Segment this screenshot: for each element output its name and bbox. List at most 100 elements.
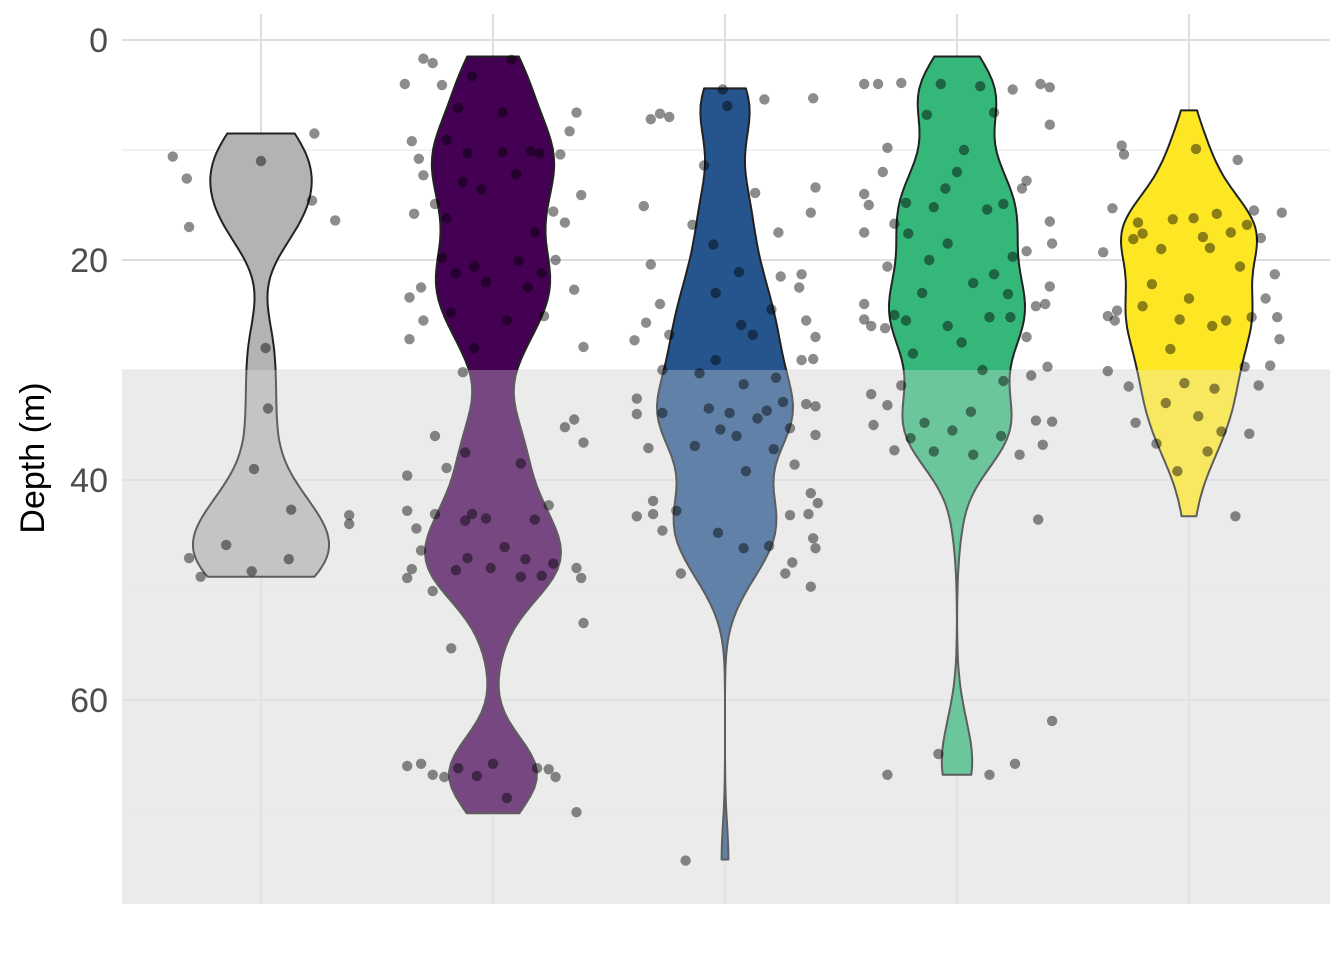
data-point (968, 277, 979, 289)
data-point (427, 57, 438, 69)
data-point (1234, 261, 1246, 272)
data-point (708, 239, 719, 250)
data-point (951, 166, 963, 178)
data-point (506, 54, 517, 65)
data-point (812, 497, 823, 509)
violin-4 (888, 55, 1026, 776)
data-point (808, 93, 819, 104)
data-point (1230, 511, 1241, 522)
data-point (889, 309, 900, 321)
data-point (457, 367, 468, 378)
data-point (1244, 428, 1255, 439)
data-point (550, 771, 561, 783)
data-point (750, 187, 761, 199)
data-point (1190, 143, 1202, 155)
shaded-band-overlay (122, 370, 1330, 904)
data-point (344, 518, 355, 530)
data-point (571, 107, 582, 118)
data-point (1044, 216, 1056, 227)
data-point (780, 568, 791, 579)
data-point (501, 315, 513, 326)
data-point (789, 459, 800, 470)
data-point (738, 543, 749, 554)
jitter-points (167, 53, 1288, 866)
data-point (796, 354, 807, 366)
data-point (497, 107, 508, 118)
data-point (543, 500, 554, 511)
data-point (1044, 82, 1056, 93)
data-point (460, 515, 471, 526)
data-point (675, 568, 687, 579)
data-point (801, 315, 812, 326)
data-point (466, 71, 478, 82)
data-point (872, 78, 884, 90)
data-point (183, 221, 195, 233)
data-point (896, 380, 907, 391)
data-point (1172, 466, 1183, 477)
data-point (344, 510, 355, 521)
data-point (480, 513, 492, 524)
data-point (167, 151, 178, 162)
data-point (402, 470, 413, 481)
data-point (1046, 238, 1058, 249)
data-point (485, 562, 496, 574)
data-point (801, 398, 812, 410)
data-point (462, 148, 473, 159)
data-point (402, 760, 413, 772)
y-tick-label: 0 (89, 22, 108, 60)
data-point (752, 413, 763, 424)
data-point (529, 227, 540, 238)
data-point (1111, 305, 1123, 316)
data-point (647, 495, 659, 507)
data-point (977, 364, 988, 376)
data-point (471, 770, 482, 782)
data-point (559, 217, 571, 228)
data-point (1002, 288, 1014, 300)
data-point (645, 259, 656, 270)
data-point (889, 218, 900, 229)
data-point (645, 114, 656, 125)
data-point (712, 527, 724, 538)
data-point (1116, 140, 1127, 151)
data-point (429, 198, 441, 210)
data-point (1160, 397, 1172, 409)
data-point (784, 510, 796, 521)
data-point (515, 571, 526, 582)
data-point (1232, 154, 1243, 166)
data-point (882, 261, 893, 272)
data-point (942, 320, 953, 332)
data-point (555, 149, 566, 160)
data-point (548, 206, 559, 217)
data-point (882, 400, 893, 411)
data-point (1137, 228, 1148, 239)
data-point (787, 557, 798, 568)
data-point (984, 769, 995, 780)
data-point (569, 414, 580, 425)
data-point (770, 372, 782, 383)
data-point (1107, 203, 1118, 214)
data-point (1046, 416, 1058, 427)
data-point (710, 354, 721, 366)
data-point (647, 508, 659, 520)
data-point (543, 764, 554, 775)
data-point (441, 213, 452, 224)
data-point (631, 393, 642, 404)
data-point (810, 543, 821, 554)
data-point (859, 227, 870, 238)
violin-5 (1120, 109, 1258, 518)
data-point (441, 462, 452, 474)
data-point (439, 771, 450, 783)
data-point (469, 261, 480, 272)
data-point (221, 539, 232, 551)
data-point (441, 134, 452, 146)
data-point (578, 437, 589, 448)
data-point (654, 298, 666, 310)
data-point (480, 276, 492, 288)
data-point (733, 266, 745, 278)
y-tick-label: 20 (70, 242, 108, 280)
data-point (415, 282, 427, 293)
data-point (810, 401, 821, 412)
data-point (773, 227, 784, 238)
data-point (958, 144, 970, 156)
data-point (882, 769, 893, 780)
